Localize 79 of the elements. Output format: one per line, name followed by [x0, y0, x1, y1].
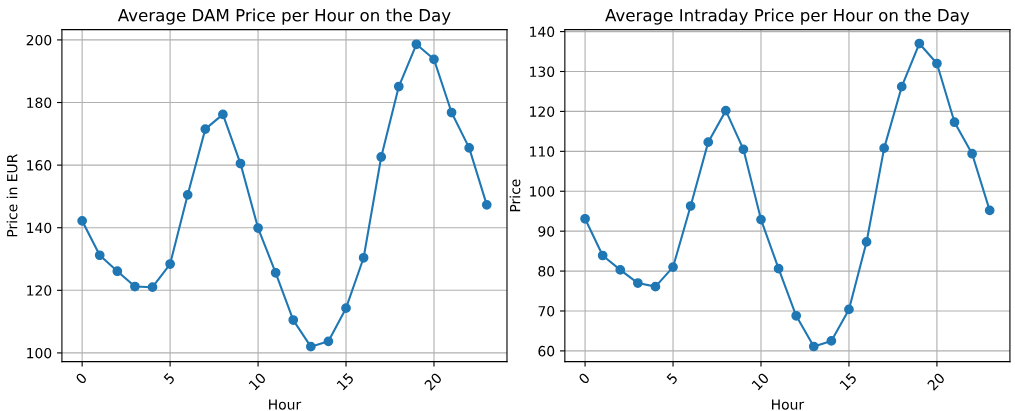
y-tick-label: 120: [530, 106, 555, 117]
x-tick-label: 15: [839, 372, 858, 391]
y-tick-label: 130: [530, 66, 555, 77]
point: [580, 213, 590, 224]
point: [358, 252, 369, 263]
point: [200, 124, 211, 134]
point: [597, 250, 608, 261]
x-tick-label: 5: [666, 372, 679, 385]
point: [446, 107, 457, 118]
point: [218, 109, 228, 120]
point: [253, 223, 263, 233]
point: [376, 152, 387, 162]
y-tick-label: 140: [530, 26, 555, 38]
point: [112, 266, 123, 277]
x-tick-label: 0: [75, 372, 88, 385]
point: [632, 278, 643, 288]
point: [896, 81, 907, 92]
point: [826, 336, 837, 346]
x-tick-label: 10: [248, 372, 267, 391]
y-tick-label: 100: [27, 347, 52, 359]
chart-title: Average Intraday Price per Hour on the Day: [605, 8, 970, 25]
point: [235, 158, 246, 169]
point: [914, 38, 925, 49]
y-tick-label: 90: [538, 226, 555, 237]
point: [323, 336, 334, 347]
x-tick-label: 5: [163, 372, 176, 385]
point: [182, 189, 193, 200]
point: [967, 148, 977, 159]
point: [685, 201, 696, 211]
x-axis-title: Hour: [772, 399, 805, 410]
point: [341, 303, 351, 314]
point: [650, 281, 661, 292]
y-tick-label: 80: [538, 266, 555, 277]
point: [932, 58, 942, 69]
point: [270, 267, 281, 278]
point: [130, 281, 140, 292]
y-tick-label: 110: [530, 146, 555, 157]
y-tick-label: 100: [530, 186, 555, 197]
point: [791, 310, 802, 321]
y-tick-label: 70: [538, 305, 555, 317]
y-tick-label: 60: [538, 345, 555, 357]
point: [94, 250, 105, 261]
point: [949, 117, 960, 128]
point: [720, 105, 731, 116]
point: [464, 143, 475, 153]
y-tick-label: 200: [26, 34, 52, 46]
y-tick-label: 140: [27, 222, 52, 234]
point: [844, 304, 854, 315]
x-tick-label: 15: [336, 372, 355, 391]
point: [808, 341, 819, 352]
x-tick-label: 10: [751, 372, 770, 391]
point: [77, 215, 88, 226]
y-tick-label: 120: [27, 285, 52, 296]
point: [288, 315, 299, 325]
x-tick-label: 20: [926, 372, 946, 391]
x-tick-label: 0: [578, 372, 591, 385]
point: [615, 265, 626, 275]
point: [756, 214, 766, 225]
point: [429, 54, 439, 65]
point: [738, 144, 749, 155]
point: [393, 81, 404, 92]
x-axis-title: Hour: [269, 399, 302, 410]
chart-title: Average DAM Price per Hour on the Day: [117, 8, 451, 25]
y-tick-label: 160: [27, 160, 52, 171]
y-axis-title: Price in EUR: [6, 154, 18, 237]
y-axis-title: Price: [509, 179, 521, 212]
point: [773, 263, 784, 274]
point: [861, 237, 872, 247]
point: [147, 282, 158, 293]
point: [305, 341, 316, 352]
point: [984, 205, 995, 216]
point: [879, 143, 890, 153]
y-tick-label: 180: [27, 97, 52, 108]
point: [668, 262, 678, 272]
point: [481, 200, 492, 210]
point: [703, 137, 714, 148]
x-tick-label: 20: [423, 372, 443, 391]
point: [411, 39, 422, 50]
point: [165, 259, 175, 269]
